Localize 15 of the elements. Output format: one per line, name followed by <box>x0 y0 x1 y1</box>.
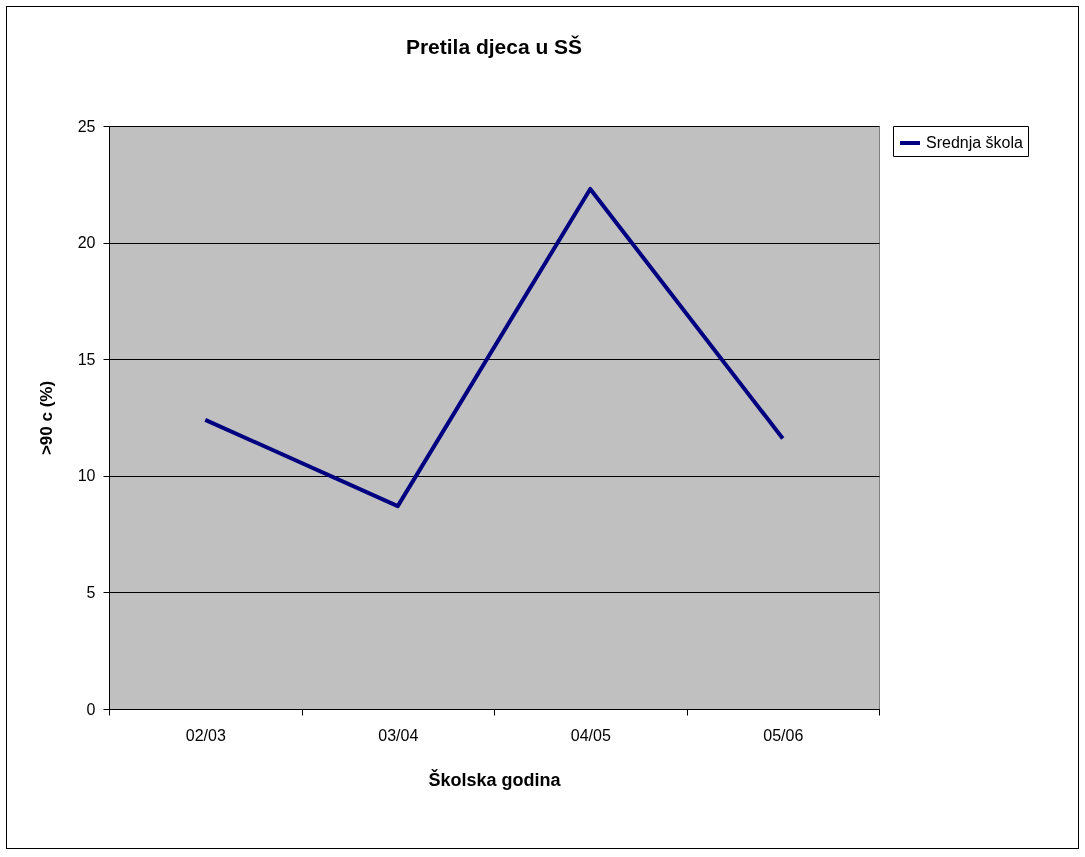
y-tick-label: 20 <box>77 234 96 252</box>
x-tick-label: 04/05 <box>570 726 611 744</box>
y-axis-title: >90 c (%) <box>36 380 56 456</box>
y-tick-label: 5 <box>86 583 96 601</box>
x-tick-label: 03/04 <box>378 726 419 744</box>
y-tick-label: 10 <box>77 467 96 485</box>
y-tick-label: 0 <box>86 700 96 718</box>
x-axis-title: Školska godina <box>428 768 562 790</box>
legend-label: Srednja škola <box>926 134 1024 151</box>
y-tick-label: 15 <box>77 350 96 368</box>
y-tick-label: 25 <box>77 117 96 135</box>
x-tick-label: 05/06 <box>763 726 804 744</box>
chart-title: Pretila djeca u SŠ <box>405 35 583 58</box>
x-tick-label: 02/03 <box>185 726 226 744</box>
line-series <box>203 186 785 509</box>
